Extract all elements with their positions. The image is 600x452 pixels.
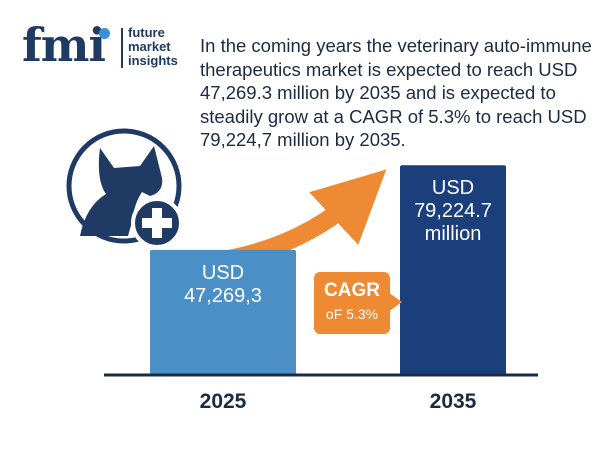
data-label-2025: USD 47,269,3 [150, 262, 296, 308]
dog-medical-plus-icon [66, 128, 183, 249]
data-label-2035-line-1: USD [431, 177, 475, 200]
data-label-2025-line-2: 47,269,3 [184, 284, 262, 307]
logo-word-insights: insights [128, 53, 178, 68]
cagr-line-2: oF 5.3% [325, 306, 379, 322]
logo-tagline: future market insights [128, 26, 178, 68]
data-label-2025-line-1: USD [201, 261, 245, 284]
bar-2025 [150, 249, 296, 375]
data-label-2035-line-2: 79,224.7 [414, 200, 492, 223]
data-label-2035-line-3: million [424, 223, 482, 246]
data-label-2035: USD 79,224.7 million [400, 177, 506, 246]
logo-dot [99, 28, 110, 39]
logo-word-future: future [128, 25, 165, 40]
logo-word-market: market [128, 39, 171, 54]
cagr-annotation: CAGR oF 5.3% [314, 272, 390, 334]
x-tick-2025: 2025 [199, 390, 247, 413]
headline-text: In the coming years the veterinary auto-… [200, 35, 592, 150]
bar-2035 [400, 165, 506, 375]
cagr-line-1: CAGR [324, 280, 380, 301]
logo-divider [121, 28, 123, 68]
logo-wordmark: fmi [22, 18, 106, 72]
fmi-logo: fmi future market insights [22, 20, 182, 74]
cagr-pointer [388, 292, 402, 312]
x-tick-2035: 2035 [429, 390, 477, 413]
